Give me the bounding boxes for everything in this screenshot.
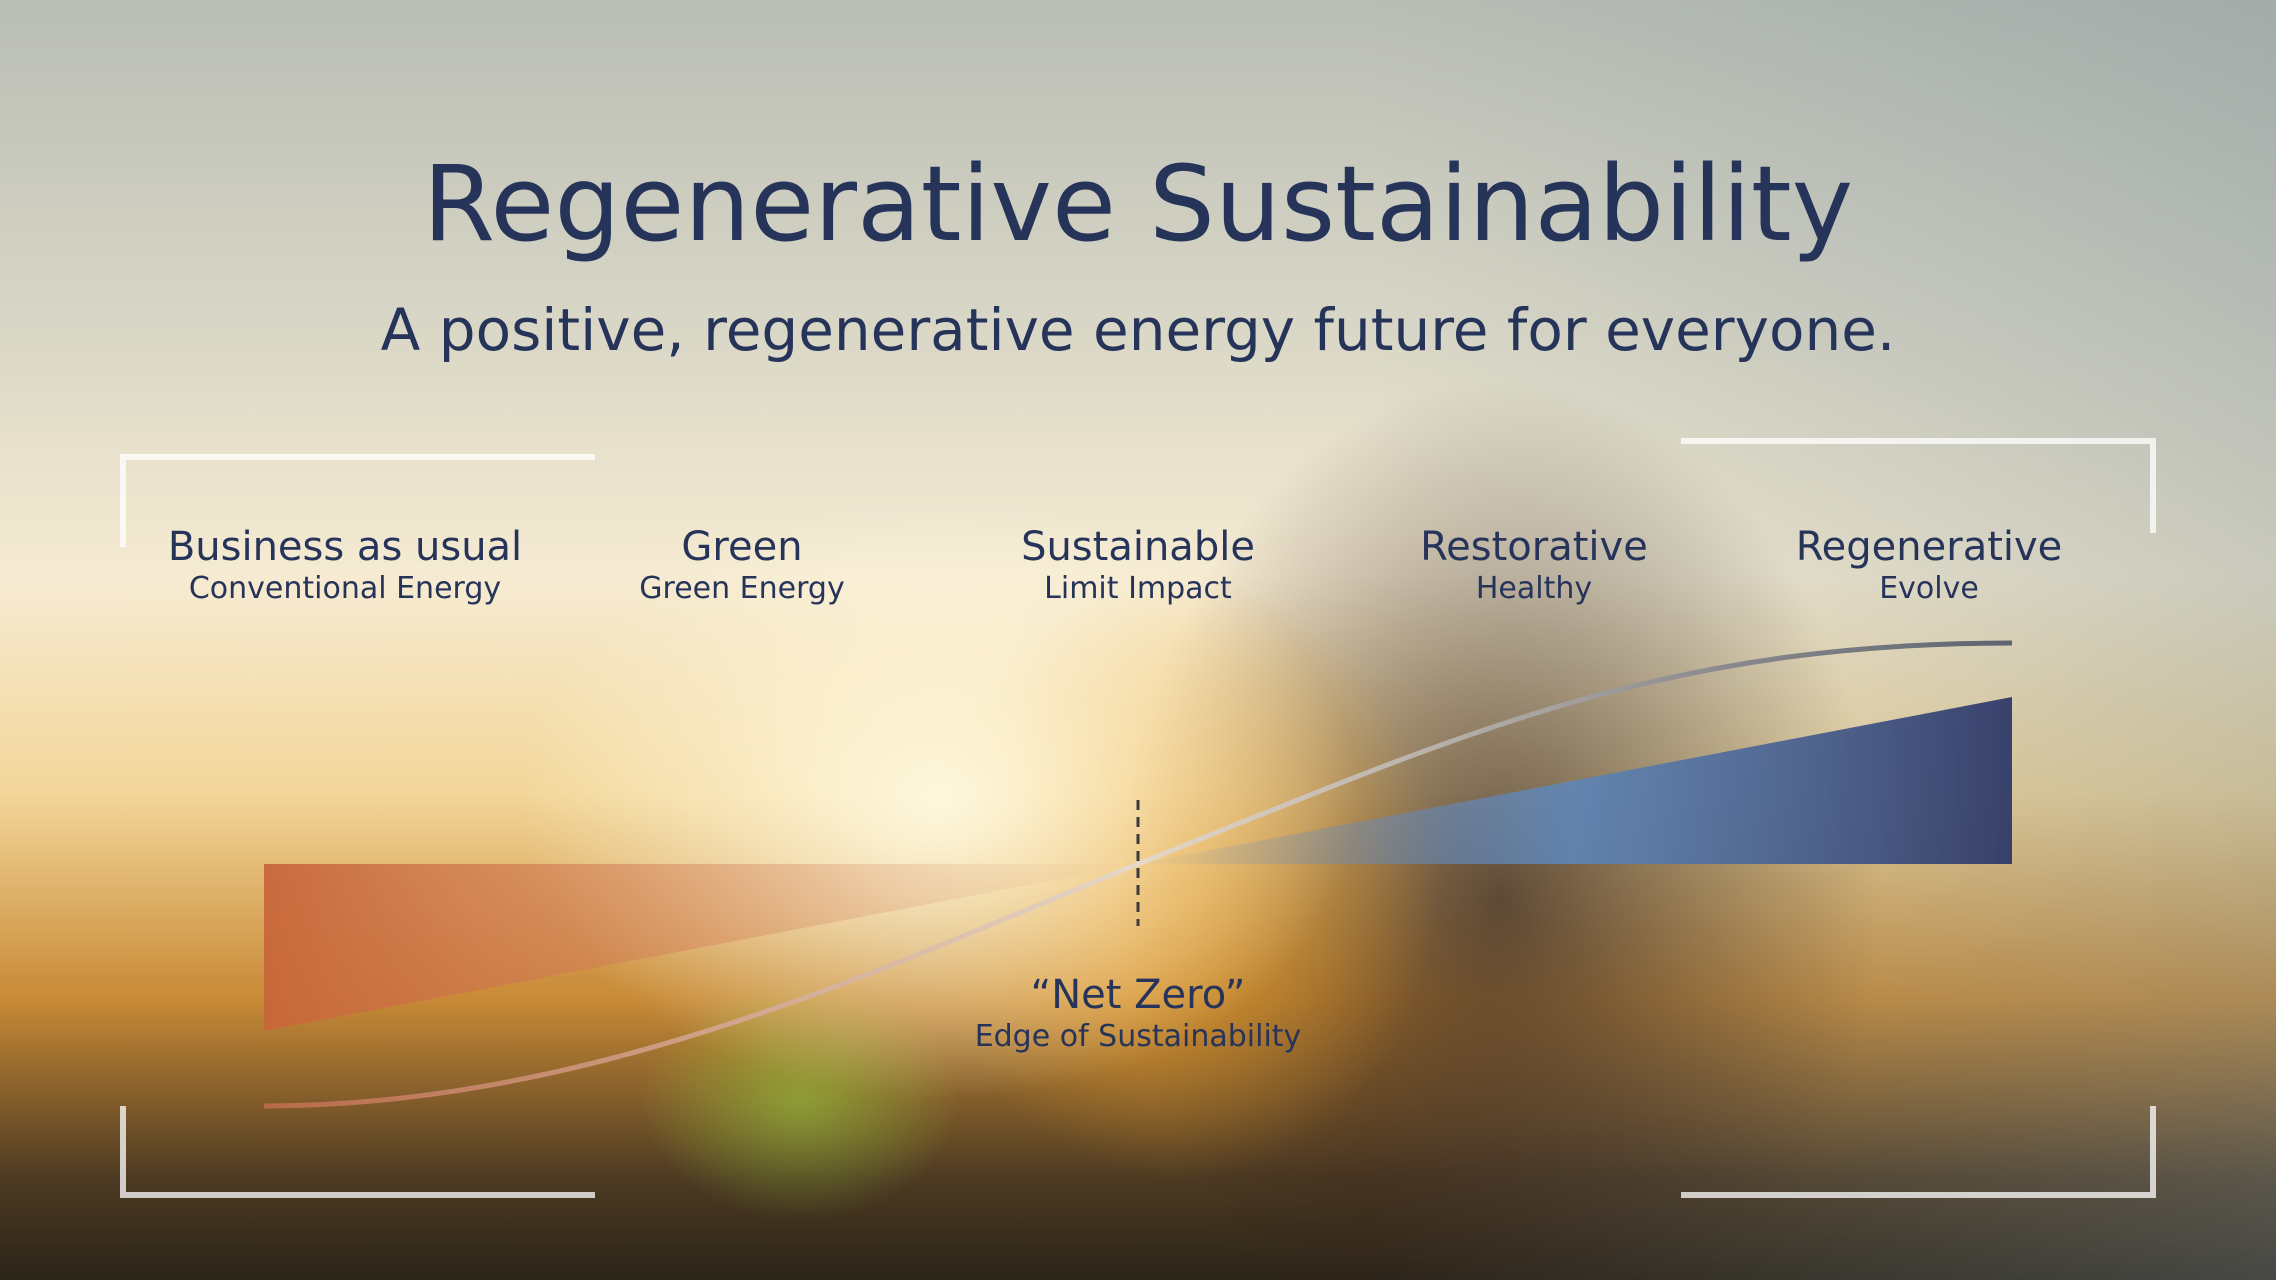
bracket (120, 454, 595, 547)
stage-label: Business as usual (168, 524, 522, 570)
s-curve (263, 640, 2013, 1109)
growth-wedge (1138, 697, 2012, 864)
stage-sublabel: Limit Impact (1044, 571, 1232, 606)
stage-label: Green (681, 524, 802, 570)
midpoint-label: “Net Zero” (1031, 972, 1246, 1018)
stage-sublabel: Green Energy (639, 571, 844, 606)
stage-label: Regenerative (1796, 524, 2063, 570)
subtitle: A positive, regenerative energy future f… (381, 296, 1896, 364)
title: Regenerative Sustainability (423, 143, 1853, 265)
stage-label: Restorative (1420, 524, 1648, 570)
midpoint-sublabel: Edge of Sustainability (975, 1019, 1302, 1054)
decline-wedge (264, 864, 1138, 1031)
bracket (120, 1106, 595, 1198)
stage-label: Sustainable (1021, 524, 1255, 570)
stage-sublabel: Healthy (1476, 571, 1592, 606)
bracket (1681, 438, 2156, 533)
bracket (1681, 1106, 2156, 1198)
stage-sublabel: Evolve (1879, 571, 1979, 606)
stage-sublabel: Conventional Energy (189, 571, 501, 606)
